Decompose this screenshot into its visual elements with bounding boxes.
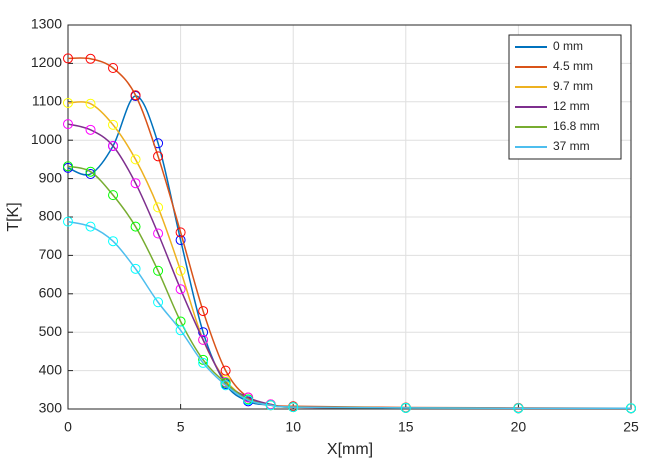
data-point [63, 216, 73, 227]
data-point [63, 161, 73, 172]
data-point [85, 53, 96, 64]
data-point [108, 63, 119, 74]
data-point [243, 395, 254, 406]
data-point [108, 236, 119, 247]
y-tick-label: 500 [39, 323, 63, 339]
x-tick-label: 15 [398, 419, 414, 435]
data-point [130, 154, 141, 165]
data-point [130, 263, 141, 274]
data-point [153, 297, 164, 308]
data-point [198, 354, 209, 365]
data-point [220, 365, 231, 376]
y-tick-label: 300 [39, 400, 63, 416]
data-point [63, 119, 73, 130]
y-tick-label: 1300 [31, 16, 62, 32]
legend-label: 4.5 mm [553, 59, 593, 73]
data-point [63, 53, 73, 64]
data-point [153, 228, 164, 239]
data-point [198, 357, 209, 368]
data-point [220, 380, 231, 391]
legend-label: 16.8 mm [553, 119, 600, 133]
y-tick-label: 1100 [32, 93, 62, 109]
data-point [153, 202, 164, 213]
x-tick-label: 20 [511, 419, 527, 435]
data-point [108, 119, 119, 130]
y-tick-label: 700 [39, 246, 63, 262]
data-point [63, 97, 73, 108]
data-point [85, 98, 96, 109]
data-point [85, 166, 96, 177]
data-point [288, 402, 299, 413]
data-point [175, 284, 186, 295]
legend-box [508, 34, 622, 160]
legend-label: 12 mm [553, 99, 590, 113]
y-tick-label: 600 [39, 285, 63, 301]
data-point [85, 221, 96, 232]
data-point [130, 221, 141, 232]
y-axis-label: T[K] [5, 202, 22, 231]
data-point [108, 140, 119, 151]
data-point [265, 400, 276, 411]
data-point [85, 168, 96, 179]
data-point [400, 402, 411, 413]
y-tick-label: 1200 [31, 54, 62, 70]
data-point [175, 325, 186, 336]
legend-label: 0 mm [553, 39, 583, 53]
data-point [220, 377, 231, 388]
data-point [175, 227, 186, 238]
x-tick-label: 10 [285, 419, 301, 435]
series-line [67, 220, 632, 410]
data-point [175, 265, 186, 276]
y-tick-label: 1000 [31, 131, 62, 147]
y-tick-label: 400 [39, 361, 63, 377]
data-point [175, 235, 186, 246]
data-point [513, 403, 524, 414]
y-tick-label: 900 [39, 169, 63, 185]
legend-label: 9.7 mm [553, 79, 593, 93]
legend: 0 mm 4.5 mm 9.7 mm 12 mm 16.8 mm 37 mm [508, 34, 622, 160]
x-tick-label: 0 [64, 419, 72, 435]
data-point [153, 265, 164, 276]
data-point [130, 178, 141, 189]
data-point [198, 327, 209, 338]
data-point [130, 90, 141, 101]
y-tick-label: 800 [39, 208, 63, 224]
x-tick-label: 25 [623, 419, 639, 435]
data-point [626, 403, 636, 414]
data-point [108, 190, 119, 201]
data-point [85, 124, 96, 135]
x-axis-label: X[mm] [327, 441, 373, 458]
data-point [153, 151, 164, 162]
x-tick-label: 5 [177, 419, 185, 435]
data-point [198, 334, 209, 345]
data-point [198, 306, 209, 317]
legend-label: 37 mm [553, 139, 590, 153]
